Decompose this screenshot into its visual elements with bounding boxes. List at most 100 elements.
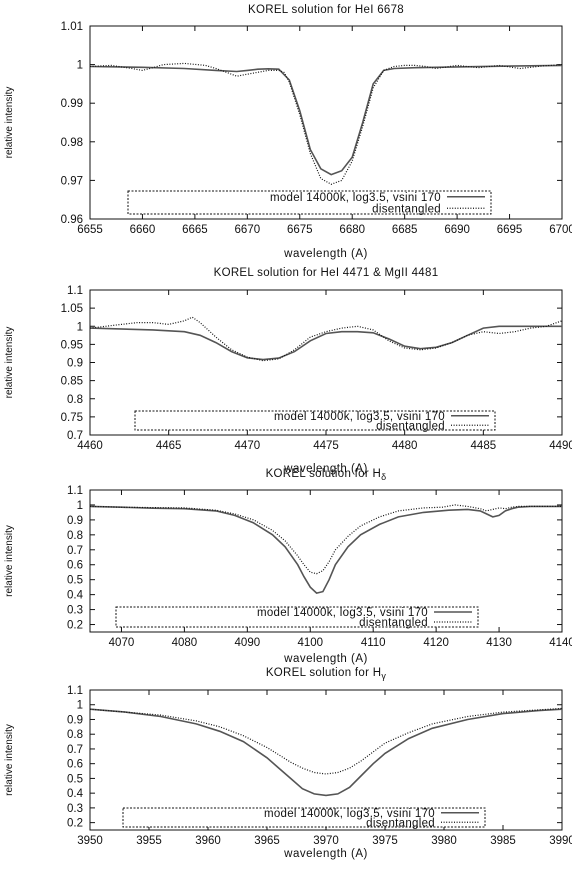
- legend-label-model: model 14000k, log3.5, vsini 170: [264, 808, 435, 820]
- chart-title: KOREL solution for HeI 6678: [248, 4, 404, 16]
- x-tick-label: 4475: [313, 440, 339, 452]
- y-axis-label: relative intensity: [4, 525, 15, 597]
- y-tick-label: 0.4: [67, 590, 84, 602]
- legend-label-disentangled: disentangled: [366, 817, 435, 829]
- x-tick-label: 3975: [372, 835, 398, 847]
- plot-frame: [89, 25, 563, 220]
- legend-box: [134, 410, 496, 431]
- x-tick-label: 6690: [444, 224, 470, 236]
- y-tick-label: 0.3: [67, 803, 83, 815]
- x-tick-label: 4140: [549, 637, 572, 649]
- plot-frame: [89, 489, 563, 633]
- x-tick-label: 6665: [182, 224, 208, 236]
- x-axis-label: wavelength (A): [283, 848, 368, 860]
- chart-panel-4: KOREL solution for Hγ 3950 3955 3960 3965 397…: [4, 667, 572, 860]
- x-axis-label: wavelength (A): [283, 463, 368, 475]
- y-tick-label: 0.99: [61, 98, 83, 110]
- x-tick-label: 6685: [392, 224, 418, 236]
- x-tick-label: 4480: [392, 440, 418, 452]
- x-tick-label: 3955: [136, 835, 162, 847]
- y-tick-label: 1: [77, 700, 83, 712]
- series-model-line: [90, 505, 562, 594]
- x-tick-label: 3965: [254, 835, 280, 847]
- y-tick-label: 0.9: [67, 358, 83, 370]
- x-tick-label: 4485: [471, 440, 497, 452]
- legend-box: [127, 190, 492, 215]
- y-tick-label: 0.8: [67, 530, 83, 542]
- y-tick-label: 0.9: [67, 714, 83, 726]
- x-tick-label: 3960: [195, 835, 221, 847]
- x-tick-label: 4110: [361, 637, 386, 649]
- y-tick-label: 0.5: [67, 575, 83, 587]
- y-tick-label: 1.1: [67, 285, 83, 297]
- x-tick-label: 6700: [549, 224, 572, 236]
- x-tick-label: 4470: [235, 440, 261, 452]
- legend-label-model: model 14000k, log3.5, vsini 170: [270, 192, 441, 204]
- y-tick-label: 1: [77, 321, 83, 333]
- legend-label-disentangled: disentangled: [372, 203, 441, 215]
- legend: model 14000k, log3.5, vsini 170disentang…: [134, 410, 496, 432]
- y-tick-label: 0.7: [67, 430, 83, 442]
- y-tick-label: 0.98: [61, 137, 83, 149]
- x-tick-label: 3950: [77, 835, 103, 847]
- y-tick-label: 1.1: [67, 485, 83, 497]
- y-tick-label: 0.6: [67, 759, 83, 771]
- y-tick-label: 0.96: [61, 214, 83, 226]
- series-disentangled-line: [90, 316, 562, 362]
- x-tick-label: 6695: [497, 224, 523, 236]
- x-tick-label: 3980: [431, 835, 457, 847]
- series-disentangled-line: [90, 504, 562, 575]
- x-tick-label: 4120: [423, 637, 449, 649]
- x-tick-label: 4460: [77, 440, 103, 452]
- x-tick-label: 6680: [339, 224, 365, 236]
- legend-label-model: model 14000k, log3.5, vsini 170: [257, 607, 428, 619]
- y-tick-label: 0.8: [67, 729, 83, 741]
- x-tick-label: 4490: [549, 440, 572, 452]
- x-tick-label: 6670: [235, 224, 261, 236]
- y-tick-label: 1.1: [67, 685, 83, 697]
- x-tick-label: 6660: [130, 224, 156, 236]
- y-tick-label: 0.9: [67, 515, 83, 527]
- y-tick-label: 0.7: [67, 744, 83, 756]
- x-tick-label: 4070: [109, 637, 135, 649]
- x-tick-label: 3970: [313, 835, 339, 847]
- series-model-line: [90, 708, 562, 797]
- y-tick-label: 0.4: [67, 788, 84, 800]
- y-tick-label: 0.95: [61, 339, 83, 351]
- series-disentangled-line: [90, 62, 562, 185]
- y-tick-label: 0.3: [67, 605, 83, 617]
- legend-label-model: model 14000k, log3.5, vsini 170: [274, 411, 445, 423]
- y-tick-label: 0.2: [67, 818, 83, 830]
- y-tick-label: 0.85: [61, 376, 83, 388]
- y-tick-label: 0.6: [67, 560, 83, 572]
- legend: model 14000k, log3.5, vsini 170disentang…: [127, 190, 492, 215]
- x-axis-label: wavelength (A): [283, 248, 368, 260]
- y-tick-label: 0.97: [61, 175, 83, 187]
- x-tick-label: 4090: [235, 637, 261, 649]
- x-tick-label: 3985: [490, 835, 516, 847]
- chart-title: KOREL solution for HeI 4471 & MgII 4481: [214, 267, 439, 279]
- legend-box: [115, 606, 479, 628]
- x-tick-label: 3990: [549, 835, 572, 847]
- y-tick-label: 0.2: [67, 620, 83, 632]
- series-model-line: [90, 64, 562, 176]
- x-tick-label: 4465: [156, 440, 182, 452]
- x-tick-label: 4080: [172, 637, 198, 649]
- series-disentangled-line: [90, 707, 562, 775]
- y-axis-label: relative intensity: [4, 724, 15, 796]
- y-axis-label: relative intensity: [4, 327, 15, 399]
- chart-panel-3: KOREL solution for Hδ 4070 4080 4090 4100 411…: [4, 468, 572, 665]
- legend: model 14000k, log3.5, vsini 170disentang…: [122, 807, 486, 829]
- y-tick-label: 1.01: [61, 21, 83, 33]
- chart-panel-2: KOREL solution for HeI 4471 & MgII 4481 4…: [4, 267, 572, 475]
- x-tick-label: 4100: [297, 637, 323, 649]
- x-tick-label: 4130: [486, 637, 512, 649]
- x-axis-label: wavelength (A): [283, 653, 368, 665]
- y-tick-label: 1: [77, 500, 83, 512]
- chart-title: KOREL solution for Hγ: [266, 667, 387, 681]
- x-tick-label: 6655: [77, 224, 103, 236]
- y-axis-label: relative intensity: [4, 87, 15, 159]
- legend-label-disentangled: disentangled: [359, 617, 428, 629]
- legend-label-disentangled: disentangled: [376, 420, 445, 432]
